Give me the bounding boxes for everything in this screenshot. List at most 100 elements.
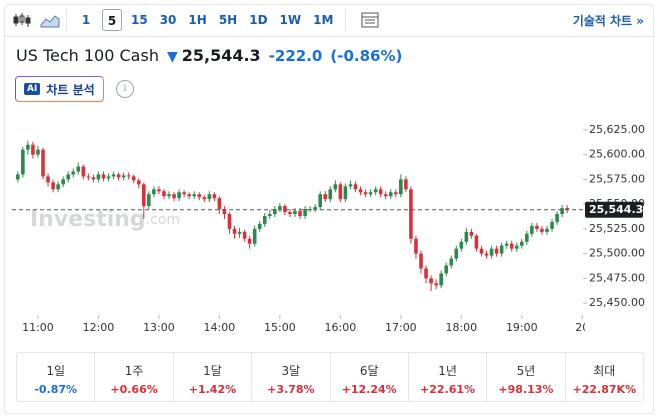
candle-body [26, 144, 30, 150]
candle-body [81, 166, 86, 177]
candle-body [182, 192, 186, 195]
candle-body [86, 176, 91, 178]
candle-body [136, 180, 141, 185]
candle-body [268, 214, 272, 217]
candle-body [404, 179, 408, 190]
candle-body [192, 194, 196, 197]
period-cell[interactable]: 1주 +0.66% [94, 353, 172, 401]
period-cell[interactable]: 1달 +1.42% [172, 353, 251, 401]
period-value: +22.87K% [572, 383, 637, 396]
period-label: 6달 [359, 364, 379, 378]
candle-body [484, 253, 489, 256]
period-cell[interactable]: 6달 +12.24% [329, 353, 408, 401]
candle-body [565, 208, 569, 210]
candle-body [434, 283, 438, 286]
ai-analysis-button[interactable]: AI 차트 분석 [15, 76, 104, 102]
technical-chart-link[interactable]: 기술적 차트 » [572, 13, 644, 28]
candle-body [16, 174, 20, 180]
candle-body [555, 214, 559, 222]
candle-body [358, 189, 363, 193]
period-value: +98.13% [498, 383, 554, 396]
table-icon[interactable] [360, 12, 380, 28]
info-icon[interactable]: i [116, 80, 134, 98]
x-tick-label: 11:00 [22, 321, 54, 334]
candle-body [202, 197, 207, 200]
candle-body [31, 144, 35, 155]
candle-body [207, 194, 212, 200]
period-cell[interactable]: 5년 +98.13% [486, 353, 564, 401]
candle-body [232, 228, 237, 234]
x-tick-label: 20 [575, 321, 589, 334]
change: -222.0 [268, 47, 323, 65]
toolbar: 1 5 15 30 1H 5H 1D 1W 1M 기술적 차트 » [4, 4, 654, 37]
x-tick-label: 18:00 [445, 321, 477, 334]
candle-body [449, 258, 454, 266]
interval-button[interactable]: 5 [102, 9, 122, 31]
ai-badge: AI [24, 83, 41, 95]
candle-body [126, 175, 131, 177]
candle-body [368, 192, 373, 195]
candle-body [399, 179, 403, 195]
period-label: 1주 [124, 364, 144, 378]
period-label: 최대 [593, 364, 616, 378]
candle-body [197, 194, 202, 198]
interval-button[interactable]: 1W [279, 13, 302, 27]
candle-body [172, 194, 176, 199]
candle-body [494, 248, 499, 254]
candle-body [323, 194, 328, 200]
candle-body [373, 189, 378, 193]
x-tick-label: 14:00 [204, 321, 236, 334]
candle-body [444, 265, 448, 274]
candle-body [227, 214, 232, 229]
interval-button[interactable]: 1 [81, 13, 91, 27]
candle-body [429, 278, 433, 284]
candle-body [520, 241, 524, 246]
candle-body [318, 194, 322, 208]
candle-body [489, 248, 494, 256]
candle-body [242, 231, 247, 239]
interval-button[interactable]: 30 [159, 13, 177, 27]
candle-body [66, 174, 70, 180]
candle-body [121, 175, 126, 178]
interval-button[interactable]: 15 [131, 13, 148, 27]
candle-body [378, 189, 383, 195]
period-cell[interactable]: 1년 +22.61% [407, 353, 486, 401]
candle-body [222, 209, 227, 215]
candle-body [479, 248, 484, 254]
candle-body [41, 149, 45, 177]
period-value: -0.87% [34, 383, 78, 396]
candle-body [46, 176, 50, 183]
candle-body [51, 182, 55, 190]
area-icon[interactable] [40, 12, 60, 28]
period-cell[interactable]: 1일 -0.87% [17, 353, 94, 401]
period-cell[interactable]: 최대 +22.87K% [564, 353, 643, 401]
candle-body [101, 174, 106, 179]
change-percent: (-0.86%) [330, 47, 403, 65]
interval-button[interactable]: 1H [188, 13, 207, 27]
period-cell[interactable]: 3달 +3.78% [251, 353, 329, 401]
candle-body [217, 198, 222, 210]
candle-body [283, 206, 287, 213]
candle-body [545, 228, 549, 232]
candle-body [464, 231, 469, 242]
candle-body [469, 231, 474, 236]
watermark: Investing.com [30, 207, 180, 232]
ai-button-label: 차트 분석 [46, 82, 95, 97]
candle-body [474, 235, 479, 249]
candle-body [187, 194, 191, 197]
candle-body [499, 245, 504, 254]
interval-button[interactable]: 5H [218, 13, 238, 27]
candle-icon[interactable] [12, 12, 32, 28]
candle-body [167, 194, 171, 197]
candle-body [308, 209, 312, 211]
candle-body [273, 209, 277, 215]
candle-body [535, 225, 539, 229]
candle-body [293, 211, 297, 215]
candle-body [540, 228, 544, 232]
x-tick-label: 15:00 [264, 321, 296, 334]
period-value: +0.66% [110, 383, 158, 396]
interval-button[interactable]: 1D [249, 13, 268, 27]
down-arrow: ▼ [166, 49, 178, 65]
interval-button[interactable]: 1M [313, 13, 334, 27]
